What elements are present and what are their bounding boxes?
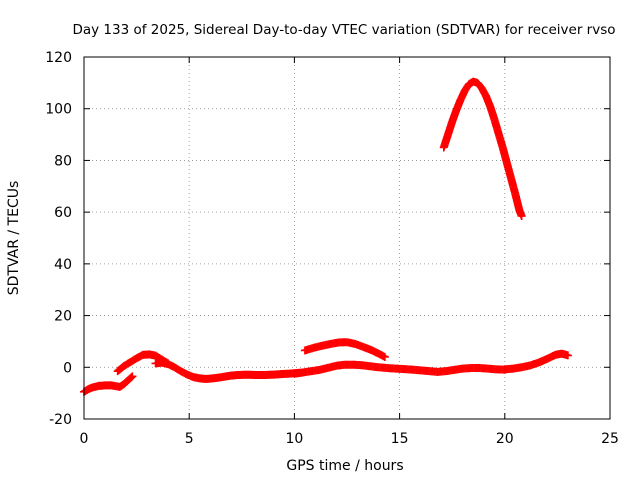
y-tick-label: -20 (49, 412, 72, 428)
y-axis-label: SDTVAR / TECUs (6, 181, 22, 296)
series-arc-1 (80, 372, 137, 396)
y-tick-label: 100 (45, 102, 72, 118)
data-point (563, 351, 572, 360)
y-tick-label: 120 (45, 50, 72, 66)
series-arc-4 (290, 360, 509, 378)
series-arc-6 (439, 77, 526, 221)
grid-lines (84, 57, 610, 419)
series-arc-3 (151, 358, 305, 383)
data-point (127, 373, 136, 382)
x-tick-label: 5 (185, 431, 194, 447)
data-point (380, 352, 389, 361)
x-axis-label: GPS time / hours (286, 458, 403, 474)
series-arc-2 (113, 350, 173, 376)
data-points (80, 77, 572, 396)
y-tick-label: 40 (54, 257, 72, 273)
y-tick-label: 20 (54, 309, 72, 325)
x-tick-label: 15 (391, 431, 409, 447)
y-tick-label: 80 (54, 153, 72, 169)
x-tick-label: 10 (285, 431, 303, 447)
x-tick-label: 20 (496, 431, 514, 447)
chart-title: Day 133 of 2025, Sidereal Day-to-day VTE… (72, 22, 615, 38)
y-tick-label: 60 (54, 205, 72, 221)
x-tick-label: 25 (601, 431, 619, 447)
y-tick-label: 0 (63, 360, 72, 376)
data-point (128, 372, 137, 381)
plot-frame (83, 56, 611, 420)
axis-ticks: 0 5 10 15 20 25 -20 0 20 40 60 80 100 120 (45, 50, 619, 447)
series-arc-5 (300, 338, 389, 361)
series-arc-7 (500, 349, 572, 374)
data-point (517, 212, 526, 221)
x-tick-label: 0 (80, 431, 89, 447)
